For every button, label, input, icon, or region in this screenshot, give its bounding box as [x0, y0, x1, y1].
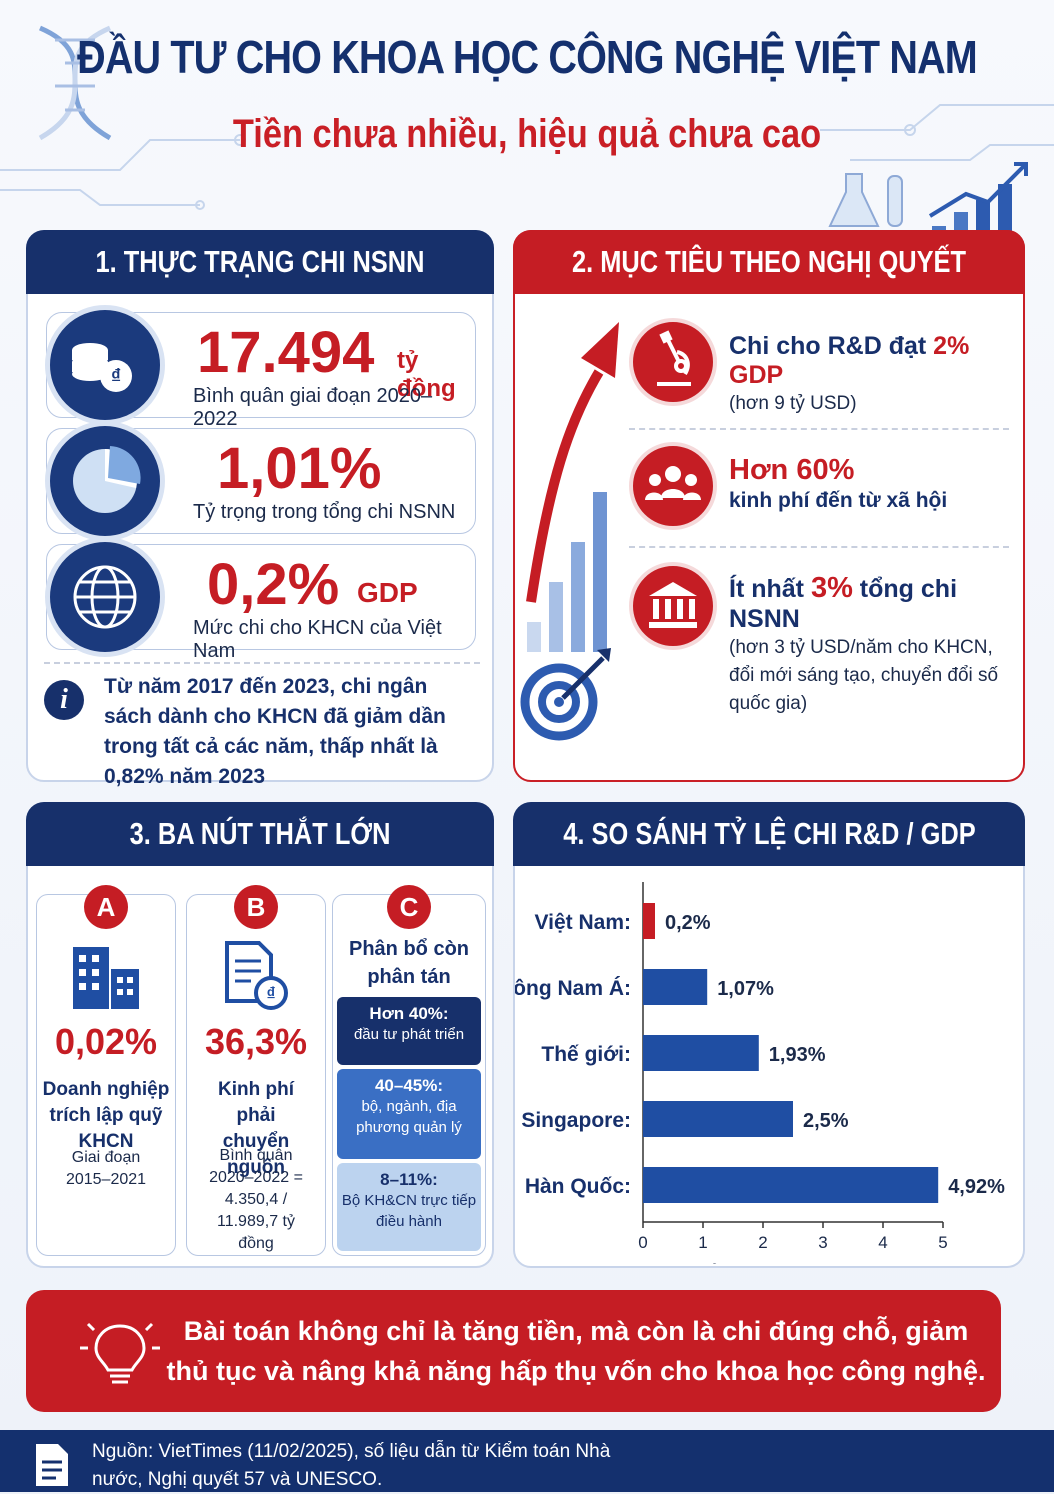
page-title: ĐẦU TƯ CHO KHOA HỌC CÔNG NGHỆ VIỆT NAM: [77, 31, 978, 83]
divider: [629, 428, 1009, 430]
info-note: i Từ năm 2017 đến 2023, chi ngân sách dà…: [44, 672, 474, 792]
data-label: 0,2%: [665, 912, 711, 934]
allocation-box-1: Hơn 40%: đầu tư phát triển: [337, 997, 481, 1065]
category-label: Đông Nam Á:: [515, 977, 631, 1000]
stat-card-budget: ₫ 17.494 tỷ đồng Bình quân giai đoạn 202…: [45, 305, 476, 430]
section-3-heading: 3. BA NÚT THẮT LỚN: [26, 802, 494, 866]
svg-text:₫: ₫: [111, 366, 121, 388]
growth-arrow-icon: [520, 322, 619, 741]
data-label: 1,07%: [717, 978, 774, 1000]
card-a-sub: Giai đoạn 2015–2021: [65, 1149, 147, 1188]
data-label: 2,5%: [803, 1110, 849, 1132]
microscope-icon: [629, 318, 717, 406]
gdp-label: Mức chi cho KHCN của Việt Nam: [193, 617, 442, 662]
circuit-lines-left: [0, 134, 246, 210]
source-footer: Nguồn: VietTimes (11/02/2025), số liệu d…: [0, 1430, 1054, 1492]
category-label: Singapore:: [521, 1109, 631, 1132]
category-label: Việt Nam:: [535, 911, 631, 934]
section-rd-comparison: 4. SO SÁNH TỶ LỆ CHI R&D / GDP Việt Nam:…: [513, 802, 1025, 1268]
category-label: Hàn Quốc:: [525, 1175, 631, 1198]
dna-icon: [38, 25, 112, 141]
bar: [643, 1167, 939, 1203]
info-icon: i: [44, 680, 84, 720]
section-1-heading: 1. THỰC TRẠNG CHI NSNN CHO KHCN: [26, 230, 494, 343]
share-label: Tỷ trọng trong tổng chi NSNN: [193, 501, 456, 523]
bottleneck-card-b: B ₫ 36,3% Kinh phí phải chuyển nguồn Bìn…: [186, 885, 326, 1256]
section-targets: 2. MỤC TIÊU THEO NGHỊ QUYẾT 57 Chi cho R…: [513, 230, 1025, 782]
budget-unit: tỷ đồng: [397, 347, 456, 402]
category-label: Thế giới:: [541, 1043, 631, 1066]
letter-b-badge: B: [234, 885, 278, 929]
section-bottlenecks: 3. BA NÚT THẮT LỚN A 0,02% Doanh nghiệp …: [26, 802, 494, 1268]
goal-budget-share: Ít nhất 3% tổng chi NSNN (hơn 3 tỷ USD/n…: [729, 572, 999, 714]
bottleneck-card-a: A 0,02% Doanh nghiệp trích lập quỹ KHCN …: [36, 885, 176, 1256]
bar: [643, 903, 655, 939]
document-icon: [36, 1444, 68, 1486]
card-b-sub: Bình quân 2020–2022 = 4.350,4 / 11.989,7…: [209, 1147, 303, 1252]
share-value: 1,01%: [217, 436, 382, 501]
page-subtitle: Tiền chưa nhiều, hiệu quả chưa cao: [232, 112, 822, 156]
bar: [643, 1035, 759, 1071]
conclusion-banner: Bài toán không chỉ là tăng tiền, mà còn …: [26, 1290, 1001, 1412]
rd-gdp-bar-chart: Việt Nam: 0,2% Đông Nam Á: 1,07% Thế giới: 1,…: [515, 882, 1005, 1264]
bank-icon: [629, 562, 717, 650]
globe-icon: [45, 537, 165, 657]
card-b-title: Kinh phí phải chuyển nguồn: [218, 1079, 294, 1178]
svg-text:₫: ₫: [266, 984, 275, 1004]
bottleneck-card-c: C Phân bổ còn phân tán Hơn 40%: đầu tư ph…: [332, 885, 486, 1256]
budget-label: Bình quân giai đoạn 2020–2022: [193, 385, 433, 430]
stat-card-share: 1,01% Tỷ trọng trong tổng chi NSNN: [45, 421, 476, 541]
conclusion-text: Bài toán không chỉ là tăng tiền, mà còn …: [166, 1316, 986, 1386]
card-c-title: Phân bổ còn phân tán: [349, 938, 469, 988]
x-tick-label: 0: [638, 1233, 647, 1252]
document-money-icon: ₫: [225, 941, 288, 1010]
x-tick-label: 5: [938, 1233, 947, 1252]
building-icon: [73, 947, 139, 1009]
stat-card-gdp: 0,2% GDP Mức chi cho KHCN của Việt Nam: [45, 537, 476, 662]
goal-rd-gdp: Chi cho R&D đạt 2% GDP (hơn 9 tỷ USD): [729, 332, 970, 414]
x-tick-label: 2: [758, 1233, 767, 1252]
data-label: 4,92%: [948, 1176, 1005, 1198]
allocation-box-3: 8–11%: Bộ KH&CN trực tiếp điều hành: [337, 1163, 481, 1251]
coins-icon: ₫: [45, 305, 165, 425]
allocation-box-2: 40–45%: bộ, ngành, địa phương quản lý: [337, 1069, 481, 1159]
x-tick-label: 1: [698, 1233, 707, 1252]
gdp-value: 0,2%: [207, 552, 340, 617]
card-a-value: 0,02%: [54, 1021, 158, 1062]
divider: [44, 662, 480, 664]
section-4-heading: 4. SO SÁNH TỶ LỆ CHI R&D / GDP: [513, 802, 1025, 866]
goal-social-funding: Hơn 60% kinh phí đến từ xã hội: [729, 454, 948, 512]
x-tick-label: 3: [818, 1233, 827, 1252]
source-text: Nguồn: VietTimes (11/02/2025), số liệu d…: [92, 1441, 611, 1490]
gdp-unit: GDP: [357, 577, 418, 608]
pie-chart-icon: [45, 421, 165, 541]
bar: [643, 969, 708, 1005]
card-a-title: Doanh nghiệp trích lập quỹ KHCN: [42, 1079, 170, 1152]
circuit-lines-right: [820, 104, 1054, 161]
letter-c-badge: C: [387, 885, 431, 929]
letter-a-badge: A: [84, 885, 128, 929]
section-current-spending: 1. THỰC TRẠNG CHI NSNN CHO KHCN ₫ 17.494…: [26, 230, 494, 782]
section-2-heading: 2. MỤC TIÊU THEO NGHỊ QUYẾT 57: [513, 230, 1025, 343]
budget-value: 17.494: [197, 320, 375, 385]
card-b-value: 36,3%: [204, 1021, 308, 1062]
data-label: 1,93%: [769, 1044, 826, 1066]
x-tick-label: 4: [878, 1233, 887, 1252]
lightbulb-icon: [80, 1322, 160, 1384]
x-axis-title: Tỷ lệ chi R&D / GDP (%): [700, 1261, 886, 1264]
people-icon: [629, 442, 717, 530]
bar: [643, 1101, 793, 1137]
divider: [629, 546, 1009, 548]
lab-flask-icon: [828, 173, 903, 227]
info-note-text: Từ năm 2017 đến 2023, chi ngân sách dành…: [104, 675, 446, 788]
